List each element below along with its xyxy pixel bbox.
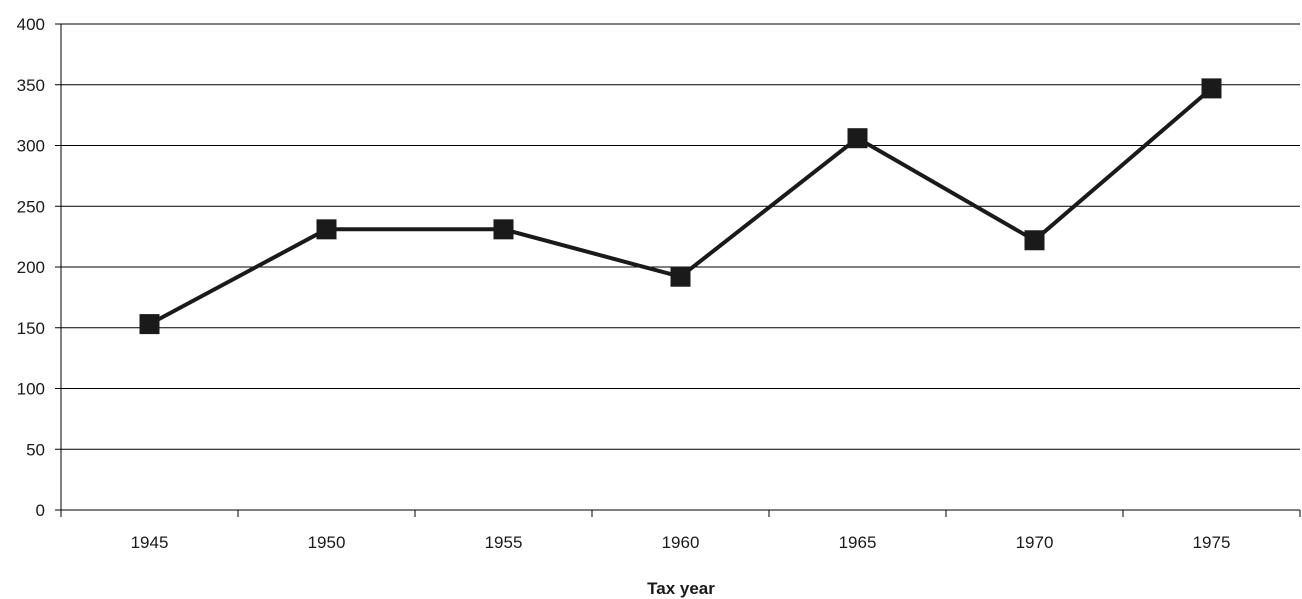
y-tick-label: 100 [17, 380, 45, 399]
axes [55, 23, 1301, 517]
y-tick-label: 300 [17, 137, 45, 156]
series-group [139, 78, 1222, 335]
x-tick-label: 1970 [1016, 533, 1054, 552]
data-point-marker [670, 266, 691, 287]
x-tick-label: 1960 [662, 533, 700, 552]
data-point-marker [847, 128, 868, 149]
x-tick-labels: 1945 1950 1955 1960 1965 1970 1975 [131, 533, 1231, 552]
y-tick-label: 150 [17, 319, 45, 338]
y-tick-label: 250 [17, 197, 45, 216]
data-point-marker [139, 314, 160, 335]
x-axis-title: Tax year [647, 579, 715, 598]
y-tick-labels: 0 50 100 150 200 250 300 350 400 [17, 15, 45, 520]
x-tick-label: 1945 [131, 533, 169, 552]
y-tick-label: 0 [36, 501, 45, 520]
data-point-marker [316, 219, 337, 240]
x-tick-label: 1950 [308, 533, 346, 552]
gridlines [61, 23, 1300, 450]
data-point-marker [1024, 230, 1045, 251]
x-tick-label: 1955 [485, 533, 523, 552]
y-tick-label: 50 [26, 440, 45, 459]
x-tick-label: 1965 [839, 533, 877, 552]
y-tick-label: 400 [17, 15, 45, 34]
x-tick-label: 1975 [1193, 533, 1231, 552]
data-point-marker [493, 219, 514, 240]
data-point-marker [1201, 78, 1222, 99]
y-tick-label: 200 [17, 258, 45, 277]
y-tick-label: 350 [17, 76, 45, 95]
